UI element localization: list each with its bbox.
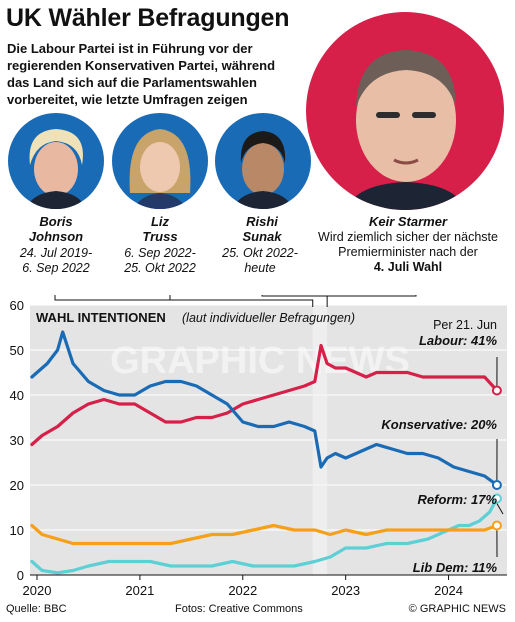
- johnson-connector: [54, 295, 314, 307]
- y-tick-label: 20: [10, 478, 24, 493]
- starmer-desc-line3: 4. Juli Wahl: [373, 260, 443, 274]
- johnson-name: Boris Johnson: [28, 214, 84, 244]
- series-endpoint: [491, 520, 502, 531]
- truss-name: Liz Truss: [142, 214, 178, 244]
- truss-face-icon: [129, 129, 191, 209]
- johnson-term: 24. Jul 2019- 6. Sep 2022: [19, 246, 93, 275]
- truss-portrait: [112, 113, 208, 209]
- series-endpoint: [491, 385, 502, 396]
- y-tick-label: 50: [10, 343, 24, 358]
- y-tick-label: 60: [10, 298, 24, 313]
- sunak-face-icon: [233, 131, 293, 209]
- starmer-desc-line1: Wird ziemlich sicher der nächste: [318, 230, 498, 244]
- starmer-face-icon: [346, 50, 466, 210]
- starmer-portrait: [306, 12, 504, 210]
- series-line-labour: [30, 343, 499, 447]
- x-tick-label: 2022: [228, 583, 257, 598]
- series-label-labour: Labour: 41%: [419, 333, 497, 348]
- sunak-connector: [261, 295, 328, 307]
- starmer-name: Keir Starmer: [368, 214, 448, 229]
- chart-subtitle: (laut individueller Befragungen): [182, 311, 355, 325]
- x-tick-label: 2024: [434, 583, 463, 598]
- starmer-desc-line2: Premierminister nach der: [338, 245, 478, 259]
- chart-title: WAHL INTENTIONEN: [36, 310, 166, 325]
- copyright: © GRAPHIC NEWS: [408, 603, 506, 615]
- series-line-reform: [30, 496, 499, 575]
- label-leader: [496, 503, 504, 515]
- page-title: UK Wähler Befragungen: [6, 4, 290, 32]
- sunak-name: Rishi Sunak: [242, 214, 282, 244]
- series-line-konservative: [30, 330, 499, 487]
- sunak-term: 25. Okt 2022- heute: [222, 246, 298, 275]
- series-label-konservative: Konservative: 20%: [381, 417, 497, 432]
- sunak-portrait: [215, 113, 311, 209]
- starmer-connector: [327, 295, 417, 297]
- series-label-lib-dem: Lib Dem: 11%: [413, 560, 498, 575]
- photo-credits: Fotos: Creative Commons: [175, 603, 303, 615]
- page-subtitle: Die Labour Partei ist in Führung vor der…: [7, 41, 276, 107]
- series-line-lib-dem: [30, 523, 499, 546]
- johnson-portrait: [8, 113, 104, 209]
- y-tick-label: 10: [10, 523, 24, 538]
- series-endpoint: [491, 480, 502, 490]
- y-tick-label: 40: [10, 388, 24, 403]
- source-note: Quelle: BBC: [6, 603, 67, 615]
- x-tick-label: 2023: [331, 583, 360, 598]
- truss-term: 6. Sep 2022- 25. Okt 2022: [124, 246, 196, 275]
- series-label-reform: Reform: 17%: [418, 492, 498, 507]
- date-note: Per 21. Jun: [433, 318, 497, 332]
- x-tick-label: 2020: [23, 583, 52, 598]
- y-tick-label: 30: [10, 433, 24, 448]
- johnson-face-icon: [26, 129, 86, 209]
- y-tick-label: 0: [17, 568, 24, 583]
- x-tick-label: 2021: [125, 583, 154, 598]
- series-endpoint: [491, 493, 502, 504]
